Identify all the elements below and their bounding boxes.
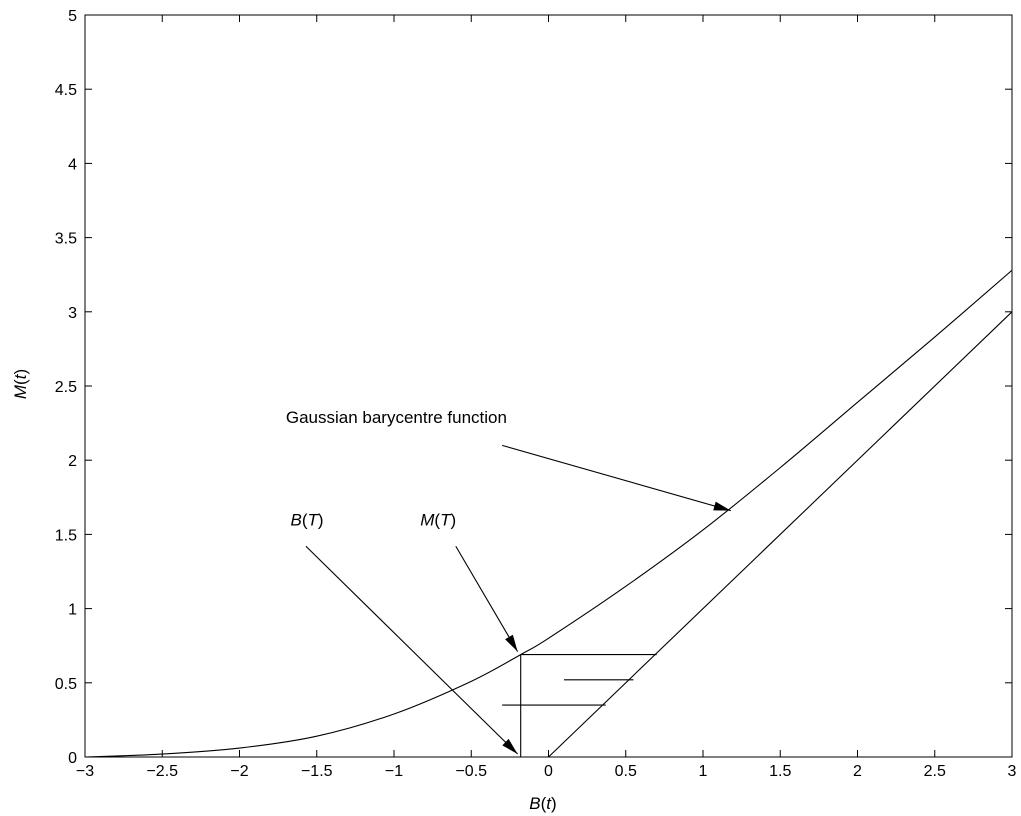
y-axis-title-var: M (11, 384, 30, 399)
arrow-head (713, 501, 731, 511)
y-tick-label: 0.5 (55, 676, 77, 693)
x-axis-title-arg: t (546, 794, 552, 813)
barycentre-curve (84, 269, 1013, 758)
y-tick-label: 0 (68, 750, 77, 767)
x-tick-label: −2 (230, 763, 248, 780)
y-tick-label: 1.5 (55, 527, 77, 544)
annotation-arrow-mt (455, 545, 519, 652)
annotation-layer: Gaussian barycentre function M(T) B(T) (286, 408, 731, 755)
plot-frame (84, 14, 1013, 758)
annotation-arrow-gbf (501, 444, 731, 512)
x-tick-label: 0.5 (615, 763, 637, 780)
x-axis-title: B(t) (529, 794, 556, 813)
x-tick-label: 1 (699, 763, 708, 780)
arrow-shaft (305, 545, 518, 755)
y-axis-title-arg: t (11, 373, 30, 379)
y-tick-label: 2 (68, 453, 77, 470)
x-tick-label: −0.5 (455, 763, 487, 780)
annotation-arrow-bt (305, 545, 518, 755)
x-tick-label: −2.5 (146, 763, 178, 780)
axes-layer: −3 −2.5 −2 −1.5 −1 −0.5 0 0.5 1 1.5 2 2.5 3 0 0.5 1 1.5 2… (55, 8, 1017, 780)
x-axis-title-var: B (529, 794, 540, 813)
x-tick-label: −1.5 (301, 763, 333, 780)
y-tick-label: 3.5 (55, 231, 77, 248)
x-tick-label: 0 (544, 763, 553, 780)
y-tick-label: 4.5 (55, 82, 77, 99)
payoff-line (548, 311, 1013, 758)
annotation-gbf: Gaussian barycentre function (286, 408, 507, 427)
arrow-head (502, 738, 518, 755)
x-tick-label: 1.5 (769, 763, 791, 780)
y-tick-label: 2.5 (55, 379, 77, 396)
y-tick-label: 3 (68, 305, 77, 322)
series-layer (84, 269, 1013, 758)
arrow-shaft (455, 545, 519, 652)
x-tick-label: −1 (385, 763, 403, 780)
y-tick-label: 5 (68, 8, 77, 25)
x-tick-label: −3 (76, 763, 94, 780)
y-tick-label: 4 (68, 156, 77, 173)
arrow-head (505, 634, 518, 652)
x-tick-label: 2.5 (924, 763, 946, 780)
x-tick-label: 3 (1008, 763, 1017, 780)
arrow-shaft (501, 444, 731, 512)
y-tick-label: 1 (68, 602, 77, 619)
annotation-mt: M(T) (420, 510, 456, 529)
y-axis-title: M(t) (11, 369, 30, 399)
annotation-bt: B(T) (290, 510, 323, 529)
x-tick-label: 2 (853, 763, 862, 780)
